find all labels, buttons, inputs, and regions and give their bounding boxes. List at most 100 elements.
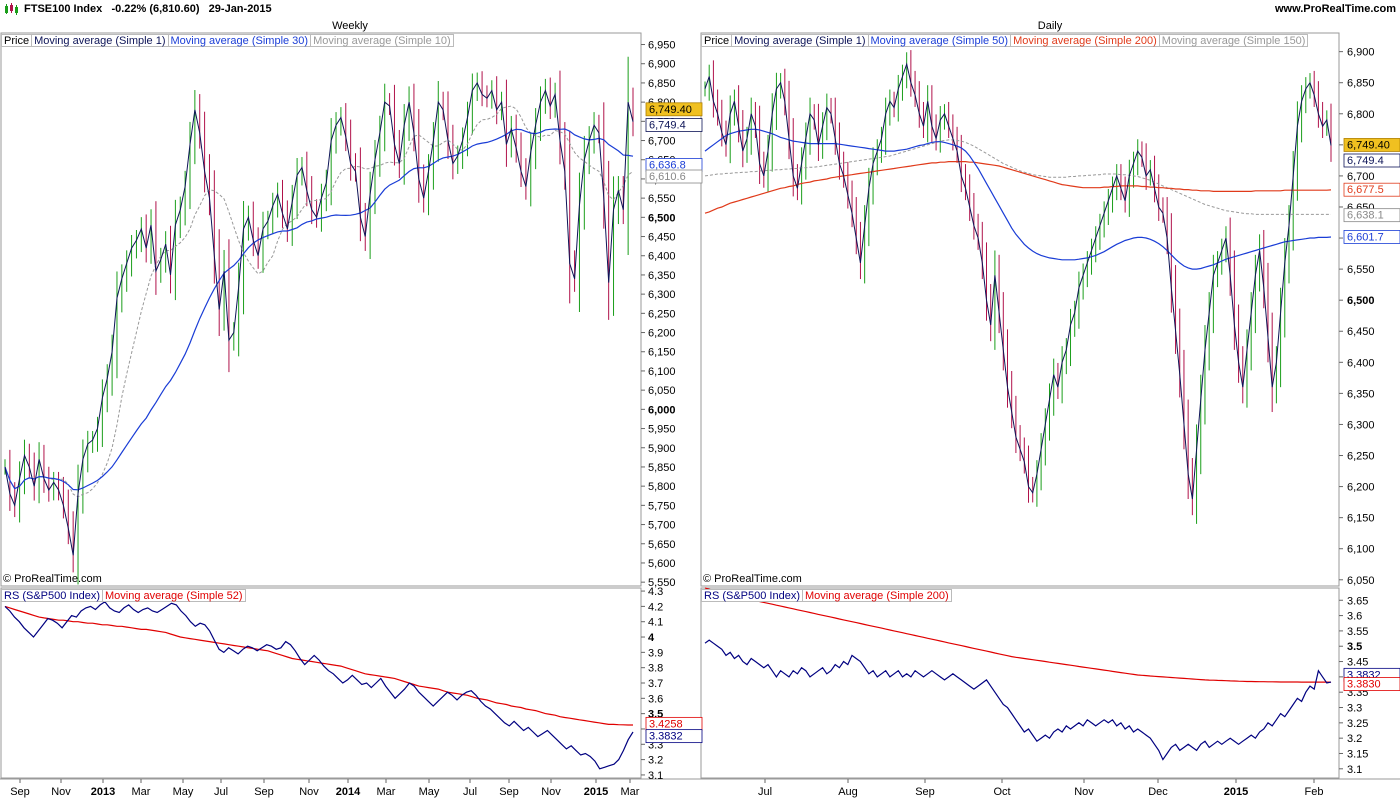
value-label-text: 6,636.8 — [649, 159, 686, 171]
y-tick-label: 6,550 — [1347, 264, 1375, 276]
y-tick-label: 5,700 — [648, 520, 676, 532]
value-label: 6,749.4 — [1343, 153, 1400, 168]
value-label-text: 6,638.1 — [1347, 210, 1384, 222]
header-bar: FTSE100 Index -0.22% (6,810.60) 29-Jan-2… — [0, 0, 1400, 18]
site-url[interactable]: www.ProRealTime.com — [1274, 3, 1396, 15]
y-tick-label: 5,650 — [648, 539, 676, 551]
x-tick-label: Sep — [254, 786, 274, 798]
value-label-text: 6,749.40 — [649, 104, 692, 116]
y-tick-label: 3.1 — [648, 770, 663, 782]
value-label: 6,610.6 — [645, 169, 703, 184]
y-tick-label: 6,850 — [648, 78, 676, 90]
y-tick-label: 6,700 — [1347, 171, 1375, 183]
x-tick-label: Sep — [915, 786, 935, 798]
legend-rs[interactable]: RS (S&P500 Index) — [701, 589, 803, 602]
y-tick-label: 6,500 — [1347, 295, 1375, 307]
y-tick-label: 6,150 — [1347, 513, 1375, 525]
value-label: 6,601.7 — [1343, 230, 1400, 244]
value-label-text: 3.3830 — [1347, 679, 1381, 691]
legend-price[interactable]: Price — [701, 34, 733, 47]
y-tick-label: 3.45 — [1347, 657, 1368, 669]
y-tick-label: 6,550 — [648, 193, 676, 205]
panel-frame — [700, 587, 1340, 779]
x-tick-label: Oct — [993, 786, 1010, 798]
y-tick-label: 3.1 — [1347, 764, 1362, 776]
legend-ma150[interactable]: Moving average (Simple 150) — [1158, 34, 1309, 47]
y-tick-label: 3.65 — [1347, 595, 1368, 607]
y-tick-label: 6,450 — [1347, 326, 1375, 338]
rs-ma-line — [704, 587, 1331, 683]
y-tick-label: 6,250 — [1347, 451, 1375, 463]
ma10-line — [4, 105, 634, 498]
x-tick-label: May — [419, 786, 440, 798]
y-tick-label: 5,900 — [648, 443, 676, 455]
panel-frame — [700, 32, 1340, 587]
legend-ma200[interactable]: Moving average (Simple 200) — [1010, 34, 1160, 47]
daily-rs-legend[interactable]: RS (S&P500 Index) Moving average (Simple… — [701, 589, 952, 602]
ma30-line — [4, 128, 634, 491]
legend-ma10[interactable]: Moving average (Simple 10) — [310, 34, 454, 47]
x-tick-label: Jul — [214, 786, 228, 798]
y-tick-label: 5,850 — [648, 462, 676, 474]
y-tick-label: 6,200 — [1347, 482, 1375, 494]
daily-price-legend[interactable]: Price Moving average (Simple 1) Moving a… — [701, 34, 1309, 47]
y-tick-label: 6,900 — [648, 59, 676, 71]
y-tick-label: 6,050 — [648, 385, 676, 397]
value-label-box — [1343, 138, 1400, 152]
legend-ma50[interactable]: Moving average (Simple 50) — [867, 34, 1012, 47]
daily-copyright: © ProRealTime.com — [703, 573, 802, 585]
y-tick-label: 6,100 — [648, 366, 676, 378]
legend-rs-ma200[interactable]: Moving average (Simple 200) — [802, 589, 952, 602]
value-label-box — [1343, 677, 1400, 691]
y-tick-label: 3.3 — [1347, 703, 1362, 715]
y-tick-label: 3.2 — [648, 755, 663, 767]
legend-rs[interactable]: RS (S&P500 Index) — [1, 589, 103, 602]
y-tick-label: 6,350 — [1347, 388, 1375, 400]
legend-ma30[interactable]: Moving average (Simple 30) — [167, 34, 312, 47]
y-tick-label: 6,700 — [648, 136, 676, 148]
rs-ma-line — [4, 605, 633, 726]
y-tick-label: 6,150 — [648, 347, 676, 359]
value-label: 6,749.4 — [645, 118, 703, 132]
x-tick-label: Dec — [1148, 786, 1168, 798]
y-tick-label: 3.15 — [1347, 748, 1368, 760]
x-tick-label: Nov — [541, 786, 561, 798]
x-tick-label: 2015 — [584, 786, 608, 798]
y-tick-label: 6,200 — [648, 328, 676, 340]
x-tick-label: Sep — [10, 786, 30, 798]
value-label: 6,638.1 — [1343, 208, 1400, 223]
y-tick-label: 5,800 — [648, 481, 676, 493]
y-tick-label: 5,600 — [648, 558, 676, 570]
rs-line — [4, 600, 634, 770]
weekly-price-legend[interactable]: Price Moving average (Simple 1) Moving a… — [1, 34, 454, 47]
value-label: 6,677.5 — [1343, 182, 1400, 197]
legend-price[interactable]: Price — [1, 34, 33, 47]
legend-ma1[interactable]: Moving average (Simple 1) — [31, 34, 169, 47]
close-line — [704, 62, 1332, 500]
x-tick-label: Mar — [621, 786, 640, 798]
y-tick-label: 4 — [648, 632, 655, 644]
x-tick-label: Sep — [499, 786, 519, 798]
y-tick-label: 3.8 — [648, 663, 663, 675]
value-label-box — [1343, 230, 1400, 244]
weekly-rs-legend[interactable]: RS (S&P500 Index) Moving average (Simple… — [1, 589, 246, 602]
x-tick-label: Nov — [51, 786, 71, 798]
y-tick-label: 6,100 — [1347, 544, 1375, 556]
y-tick-label: 3.25 — [1347, 718, 1368, 730]
value-label-box — [645, 102, 703, 117]
legend-rs-ma52[interactable]: Moving average (Simple 52) — [102, 589, 246, 602]
y-tick-label: 6,250 — [648, 308, 676, 320]
value-label-box — [645, 729, 703, 744]
value-label: 6,749.40 — [645, 102, 703, 117]
y-tick-label: 3.5 — [1347, 641, 1362, 653]
value-label: 3.4258 — [645, 716, 703, 731]
legend-ma1[interactable]: Moving average (Simple 1) — [731, 34, 869, 47]
x-tick-label: Mar — [377, 786, 396, 798]
y-tick-label: 4.2 — [648, 601, 663, 613]
y-tick-label: 6,300 — [1347, 419, 1375, 431]
panel-frame — [0, 32, 642, 587]
value-label-box — [1343, 153, 1400, 168]
x-tick-label: Aug — [838, 786, 858, 798]
y-tick-label: 6,850 — [1347, 78, 1375, 90]
